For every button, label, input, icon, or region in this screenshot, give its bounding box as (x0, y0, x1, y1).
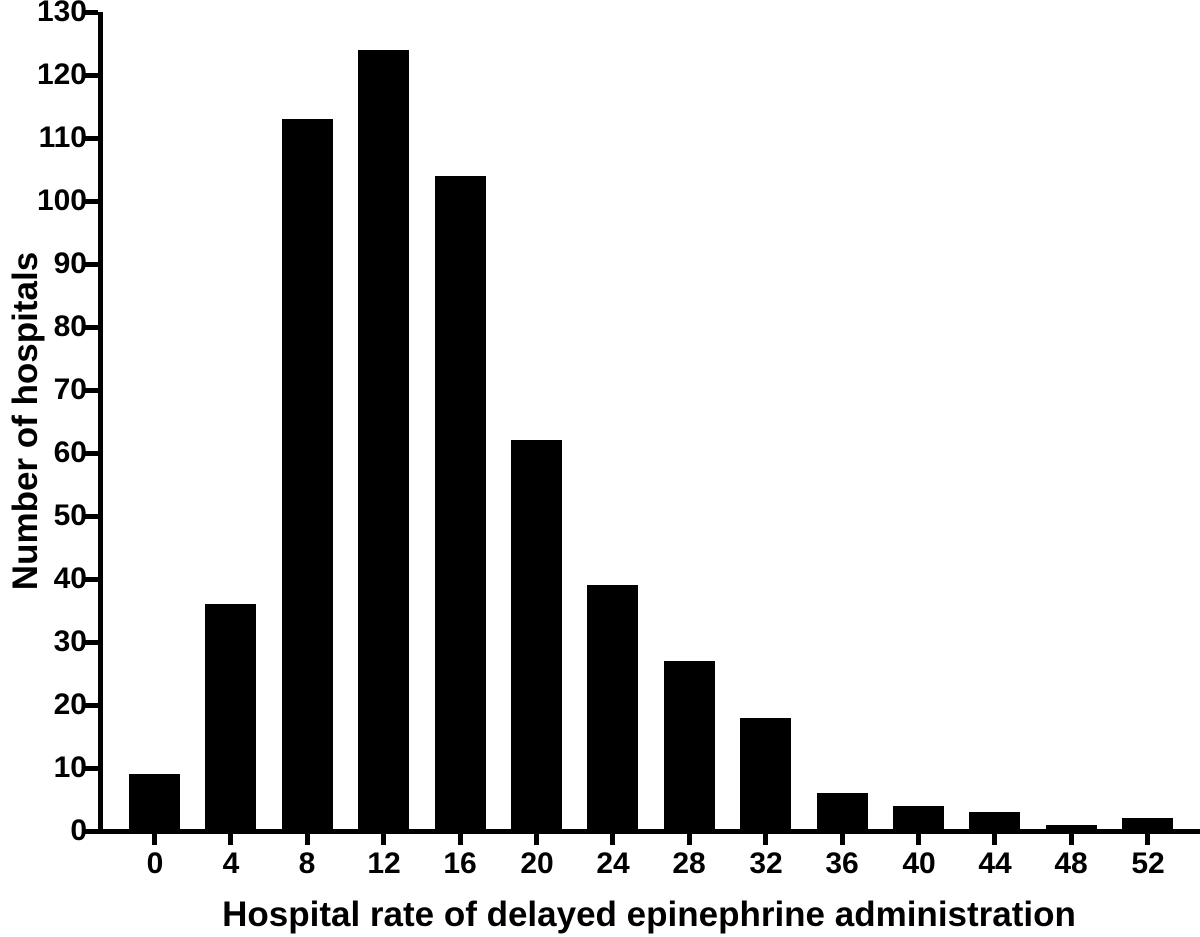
y-tick (85, 325, 98, 330)
y-tick (85, 262, 98, 267)
y-tick (85, 199, 98, 204)
x-tick (228, 834, 233, 845)
x-tick-label: 24 (596, 847, 630, 880)
x-tick-label: 16 (443, 847, 477, 880)
x-tick (916, 834, 921, 845)
x-tick (305, 834, 310, 845)
y-tick (85, 10, 98, 15)
bar (969, 812, 1020, 832)
y-tick-label: 30 (53, 625, 87, 658)
bar (282, 119, 333, 832)
y-tick-label: 100 (36, 184, 87, 217)
x-tick (381, 834, 386, 845)
y-tick (85, 703, 98, 708)
bar (587, 585, 638, 832)
y-tick (85, 451, 98, 456)
bar (511, 440, 562, 832)
x-tick (610, 834, 615, 845)
x-tick (1145, 834, 1150, 845)
x-tick (687, 834, 692, 845)
y-tick-label: 90 (53, 247, 87, 280)
x-tick (458, 834, 463, 845)
y-axis-line (98, 12, 103, 834)
x-axis-line (98, 829, 1200, 834)
bar (358, 50, 409, 832)
y-tick-label: 10 (53, 751, 87, 784)
bar (1046, 825, 1097, 832)
x-tick-label: 20 (520, 847, 554, 880)
bar (1122, 818, 1173, 832)
bar (817, 793, 868, 832)
y-axis-title: Number of hospitals (6, 251, 45, 591)
x-tick-label: 0 (146, 847, 164, 880)
y-tick (85, 577, 98, 582)
y-tick-label: 130 (36, 0, 87, 28)
y-tick (85, 514, 98, 519)
bar (205, 604, 256, 832)
y-tick (85, 73, 98, 78)
y-tick-label: 110 (38, 121, 87, 154)
y-tick-label: 80 (53, 310, 87, 343)
x-tick-label: 12 (367, 847, 401, 880)
y-tick-label: 20 (53, 688, 87, 721)
x-tick (763, 834, 768, 845)
x-tick-label: 40 (902, 847, 936, 880)
bar (740, 718, 791, 832)
x-tick (840, 834, 845, 845)
x-tick (534, 834, 539, 845)
bar (893, 806, 944, 832)
x-tick-label: 8 (298, 847, 316, 880)
bar (435, 176, 486, 832)
bar (664, 661, 715, 832)
y-tick-label: 50 (53, 499, 87, 532)
y-tick (85, 136, 98, 141)
x-tick-label: 52 (1131, 847, 1165, 880)
x-tick-label: 44 (978, 847, 1012, 880)
y-tick-label: 0 (70, 814, 87, 847)
x-tick-label: 28 (672, 847, 706, 880)
bar (129, 774, 180, 832)
x-tick (1069, 834, 1074, 845)
y-tick-label: 40 (53, 562, 87, 595)
x-tick (152, 834, 157, 845)
x-axis-title: Hospital rate of delayed epinephrine adm… (222, 895, 1076, 934)
x-tick-label: 32 (749, 847, 783, 880)
y-tick-label: 120 (36, 58, 87, 91)
x-tick-label: 4 (222, 847, 240, 880)
x-tick-label: 36 (825, 847, 859, 880)
y-tick-label: 60 (53, 436, 87, 469)
y-tick (85, 388, 98, 393)
x-tick-label: 48 (1054, 847, 1088, 880)
x-tick (992, 834, 997, 845)
y-tick-label: 70 (53, 373, 87, 406)
y-tick (85, 766, 98, 771)
y-tick (85, 829, 98, 834)
y-tick (85, 640, 98, 645)
